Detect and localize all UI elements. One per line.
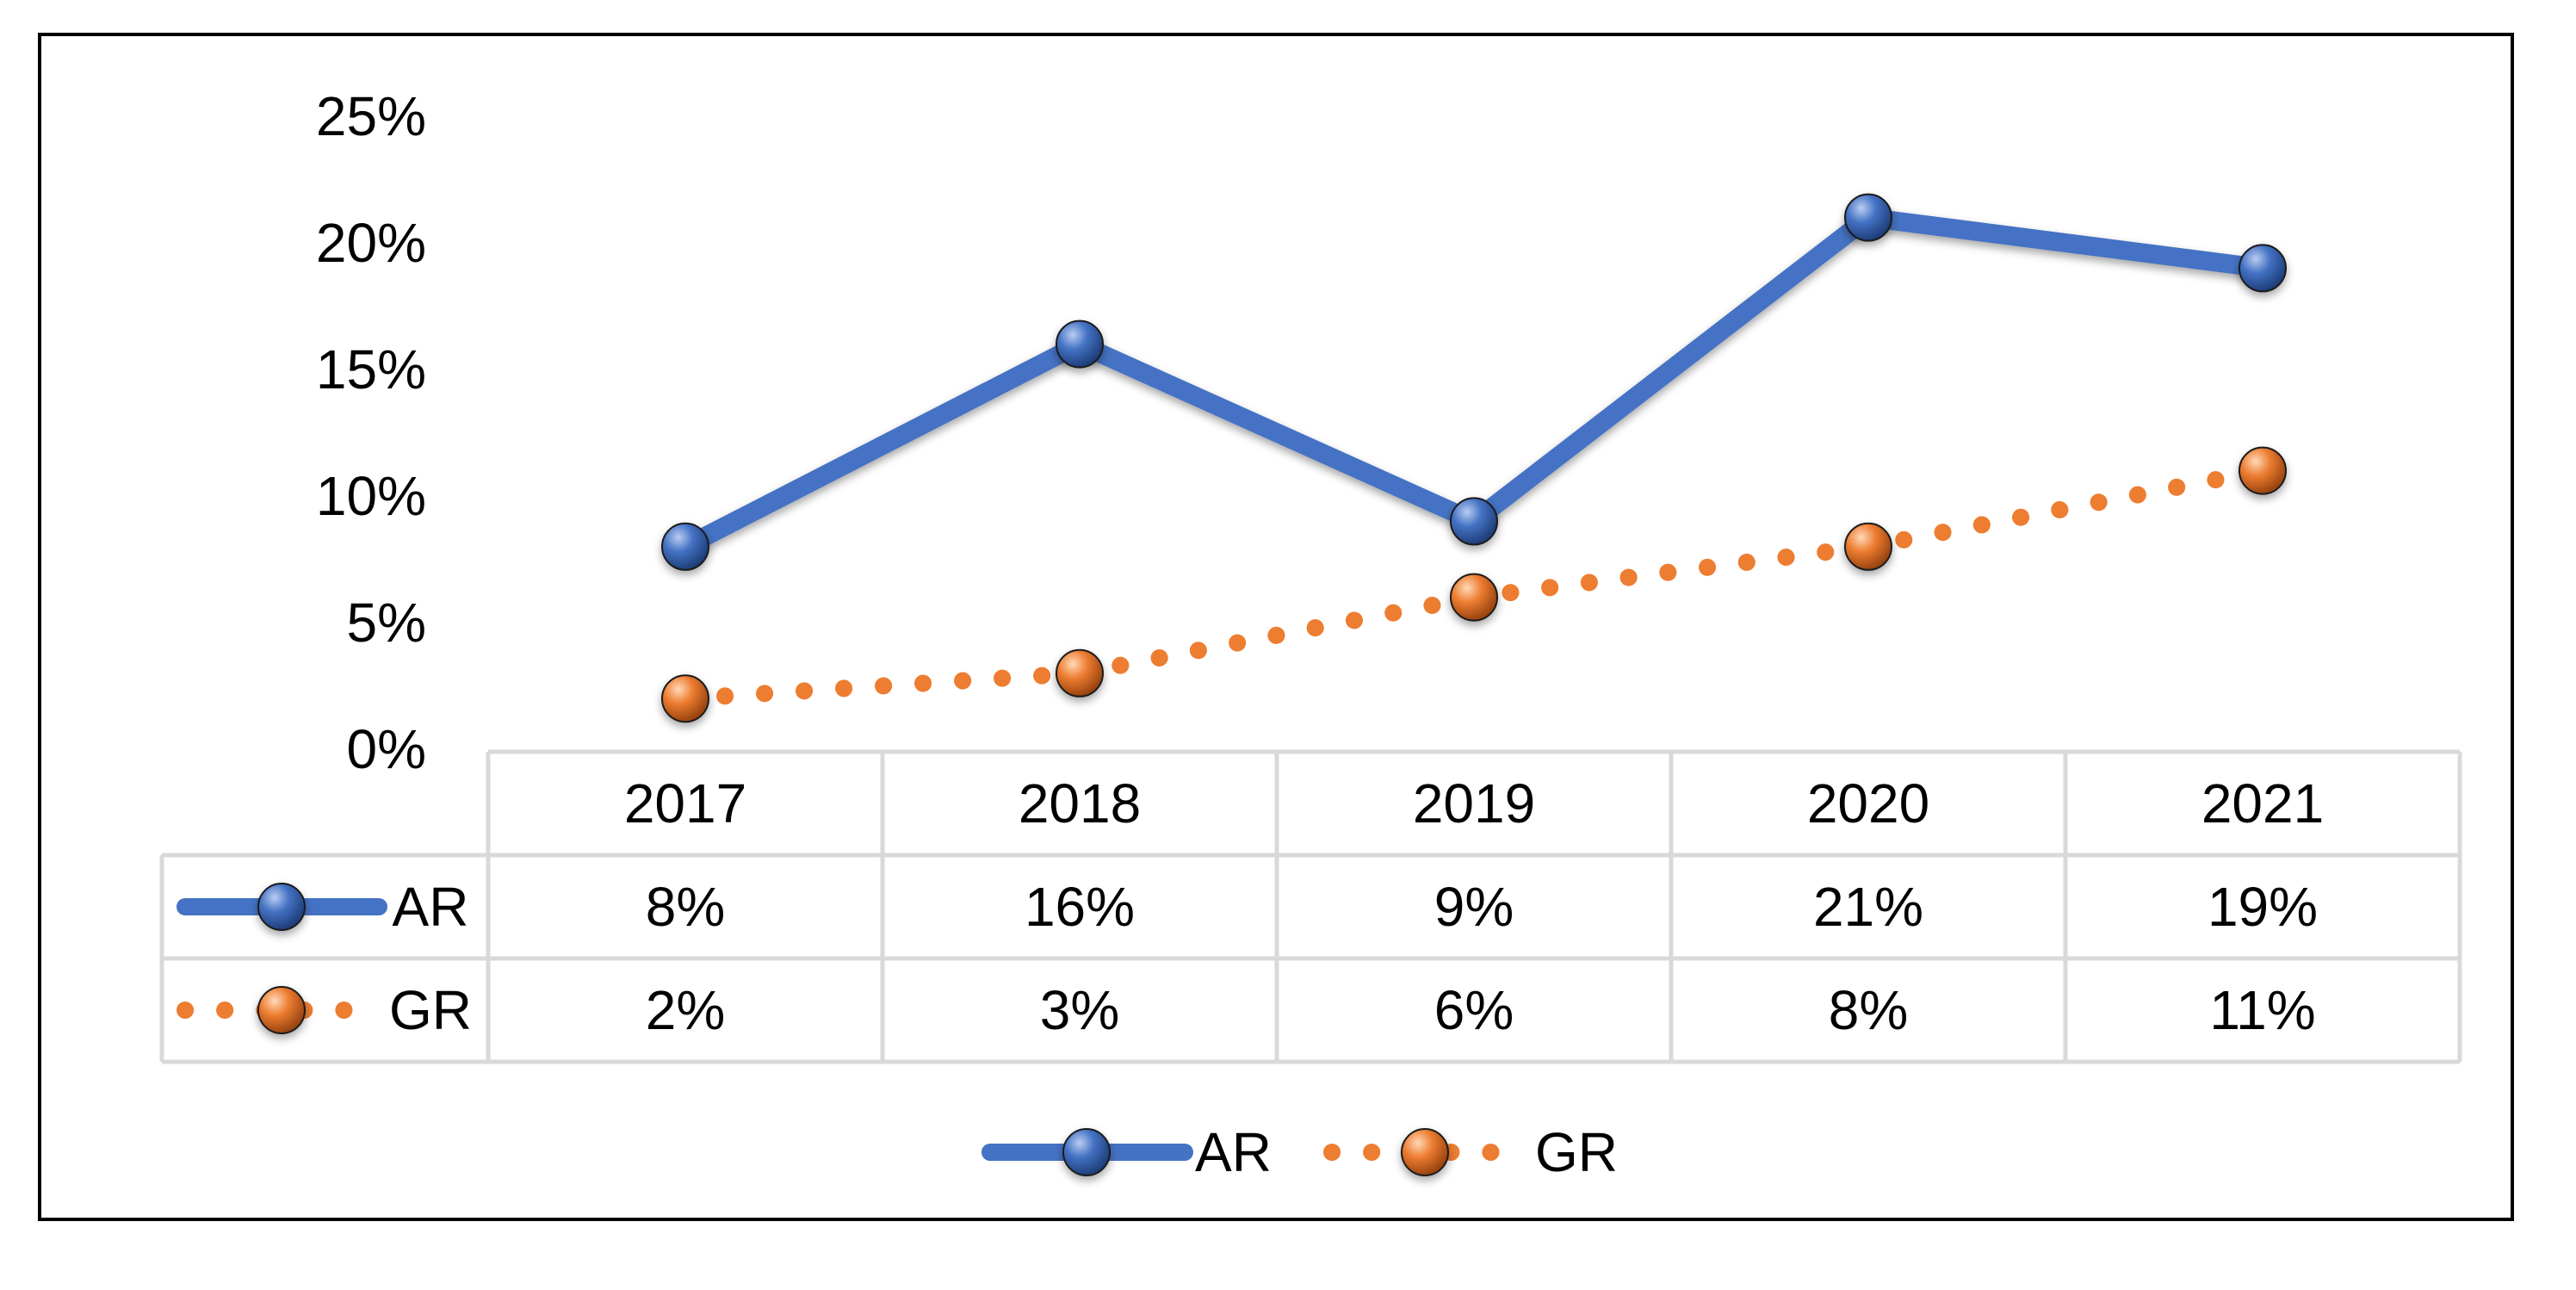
table-row-key-marker-gr [257,986,306,1034]
y-axis: 0% 5% 10% 15% 20% 25% [316,85,426,780]
table-header-cell: 2020 [1807,772,1929,834]
table-cell-gr: 11% [2209,979,2315,1041]
data-point-gr [661,674,709,723]
legend-marker-gr [1401,1128,1449,1176]
table-cell-ar: 16% [1025,876,1135,938]
table-header-cell: 2018 [1019,772,1141,834]
table-cell-gr: 8% [1829,979,1909,1041]
data-point-ar [1450,497,1498,546]
table-cell-ar: 8% [646,876,726,938]
legend-label-ar: AR [1195,1121,1272,1183]
data-point-gr [2239,446,2287,495]
data-point-ar [1844,193,1892,242]
y-tick-label: 25% [316,85,426,147]
legend: AR GR [981,1121,1618,1183]
data-point-ar [1056,319,1104,369]
table-row-header-ar: AR [393,876,469,938]
data-table: 2017 2018 2019 2020 2021 AR 8% 16% 9% 21% 19% GR 2% 3… [159,749,2462,1064]
data-point-gr [1056,648,1104,698]
y-tick-label: 20% [316,212,426,274]
table-header-cell: 2017 [624,772,746,834]
table-row-header-gr: GR [389,979,472,1041]
table-header-cell: 2019 [1413,772,1535,834]
table-row-key-marker-ar [257,883,306,931]
table-cell-ar: 21% [1813,876,1923,938]
chart-frame [38,33,2514,1221]
legend-marker-ar [1062,1128,1111,1176]
y-tick-label: 5% [347,592,427,654]
data-point-gr [1844,522,1892,571]
data-point-ar [2239,244,2287,293]
y-tick-label: 15% [316,338,426,400]
table-cell-ar: 19% [2208,876,2318,938]
table-cell-gr: 2% [646,979,726,1041]
legend-label-gr: GR [1535,1121,1618,1183]
y-tick-label: 10% [316,465,426,527]
data-point-ar [661,522,709,571]
table-cell-gr: 6% [1434,979,1514,1041]
table-cell-gr: 3% [1040,979,1120,1041]
table-header-cell: 2021 [2201,772,2324,834]
y-tick-label: 0% [347,718,427,780]
table-cell-ar: 9% [1434,876,1514,938]
plot-area [661,193,2287,723]
data-point-gr [1450,573,1498,622]
